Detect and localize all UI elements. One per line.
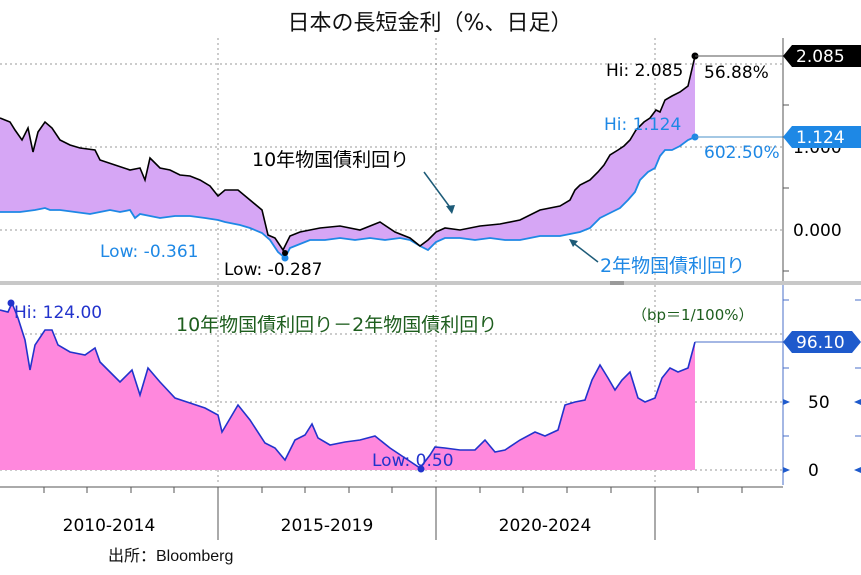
chart-title: 日本の長短金利（%、日足） — [288, 11, 573, 36]
arrow-10y-icon — [423, 171, 453, 211]
arrow-10y-head-icon — [446, 205, 455, 214]
bottom-panel: Hi: 124.00 Low: 0.50 10年物国債利回り－2年物国債利回り … — [0, 285, 861, 485]
spread-area — [0, 303, 695, 470]
low-10y-label: Low: -0.287 — [224, 260, 322, 280]
low-10y-marker — [282, 250, 288, 256]
x-label-2020-2024: 2020-2024 — [499, 516, 592, 536]
panel-resize-handle[interactable] — [610, 281, 624, 285]
hi-10y-label: Hi: 2.085 — [606, 61, 683, 81]
hi-10y-change: 56.88% — [704, 63, 769, 83]
hi-spread-label: Hi: 124.00 — [14, 303, 102, 323]
hi-2y-label: Hi: 1.124 — [604, 115, 681, 135]
last-2y-tag: 1.124 — [783, 126, 861, 148]
hi-2y-change: 602.50% — [704, 143, 780, 163]
svg-text:96.10: 96.10 — [796, 333, 845, 353]
x-axis: 2010-2014 2015-2019 2020-2024 — [0, 486, 783, 540]
y-tick-0b: 0 — [808, 461, 819, 481]
x-label-2015-2019: 2015-2019 — [281, 516, 374, 536]
last-spread-tag: 96.10 — [783, 331, 861, 353]
y-tick-50: 50 — [808, 393, 830, 413]
low-spread-marker — [417, 465, 425, 473]
low-2y-label: Low: -0.361 — [100, 242, 198, 262]
spread-fill-top — [0, 56, 695, 258]
spread-title: 10年物国債利回り－2年物国債利回り — [176, 314, 497, 336]
y-tick-0: 0.000 — [793, 221, 842, 241]
top-panel: Hi: 2.085 56.88% Hi: 1.124 602.50% Low: … — [0, 38, 861, 283]
panel-separator[interactable] — [0, 281, 861, 285]
low-spread-label: Low: 0.50 — [372, 451, 454, 471]
line-10y — [0, 55, 696, 252]
x-label-2010-2014: 2010-2014 — [63, 516, 156, 536]
last-10y-tag: 2.085 — [783, 45, 861, 67]
line-2y — [0, 136, 696, 260]
arrow-2y-head-icon — [569, 239, 578, 247]
series-10y-annotation: 10年物国債利回り — [252, 149, 409, 171]
svg-text:2.085: 2.085 — [796, 47, 845, 67]
arrow-2y-icon — [571, 241, 599, 263]
spread-line — [0, 300, 696, 470]
hi-spread-marker — [7, 299, 15, 307]
low-2y-marker — [281, 254, 289, 262]
source-note: 出所：Bloomberg — [108, 548, 234, 565]
unit-note: （bp＝1/100%） — [632, 306, 754, 324]
svg-text:1.124: 1.124 — [796, 128, 845, 148]
series-2y-annotation: 2年物国債利回り — [600, 255, 745, 277]
